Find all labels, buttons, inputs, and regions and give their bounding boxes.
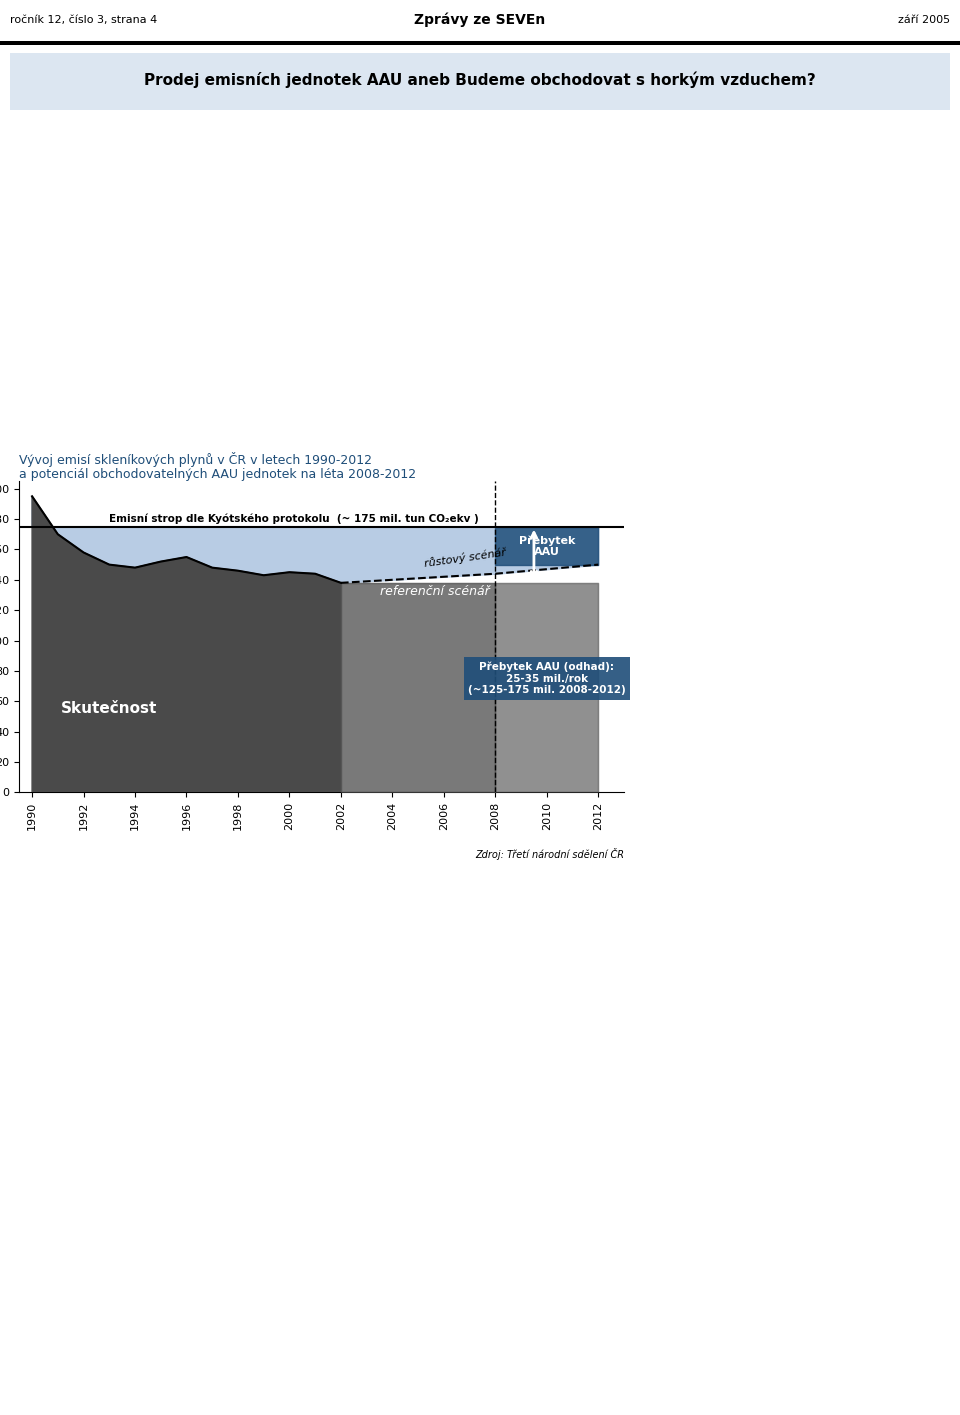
Text: růstový scénář: růstový scénář (423, 546, 507, 569)
Polygon shape (32, 497, 341, 792)
Text: a potenciál obchodovatelných AAU jednotek na léta 2008-2012: a potenciál obchodovatelných AAU jednote… (19, 468, 417, 481)
Text: ročník 12, číslo 3, strana 4: ročník 12, číslo 3, strana 4 (10, 14, 156, 25)
Text: Přebytek AAU (odhad):
25-35 mil./rok
(~125-175 mil. 2008-2012): Přebytek AAU (odhad): 25-35 mil./rok (~1… (468, 662, 626, 695)
Polygon shape (32, 497, 341, 583)
Text: Zprávy ze SEVEn: Zprávy ze SEVEn (415, 13, 545, 27)
Text: referenční scénář: referenční scénář (379, 586, 490, 599)
Text: Zdroj: Třetí národní sdělení ČR: Zdroj: Třetí národní sdělení ČR (475, 849, 624, 860)
Text: Vývoj emisí skleníkových plynů v ČR v letech 1990-2012: Vývoj emisí skleníkových plynů v ČR v le… (19, 453, 372, 467)
Text: září 2005: září 2005 (899, 14, 950, 25)
Text: Prodej emisních jednotek AAU aneb Budeme obchodovat s horkým vzduchem?: Prodej emisních jednotek AAU aneb Budeme… (144, 72, 816, 88)
Text: Emisní strop dle Kyótského protokolu  (~ 175 mil. tun CO₂ekv ): Emisní strop dle Kyótského protokolu (~ … (109, 514, 479, 525)
Text: Přebytek
AAU: Přebytek AAU (518, 535, 575, 558)
Text: Skutečnost: Skutečnost (61, 702, 157, 716)
